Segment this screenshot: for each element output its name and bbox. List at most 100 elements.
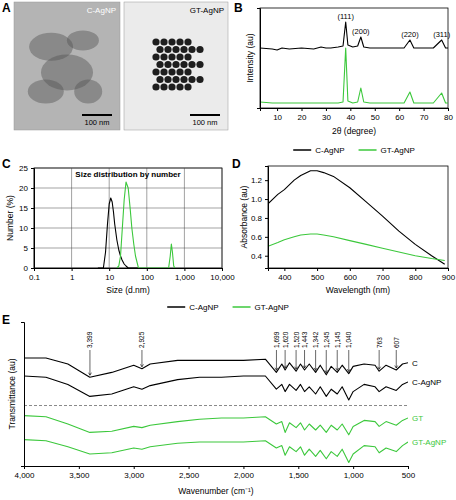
tick: 30 (322, 108, 331, 122)
tick-mark (350, 108, 351, 111)
tem-image (124, 2, 228, 130)
panel-letter: D (232, 157, 241, 171)
scale-bar-label: 100 nm (84, 118, 109, 127)
image-particle (176, 53, 183, 60)
annotation-arrow (296, 350, 297, 369)
tick-label: 3,000 (124, 471, 145, 480)
tick: 5 (24, 244, 34, 253)
tick-mark (353, 466, 354, 469)
image-particle (156, 76, 163, 83)
tick-mark (31, 188, 34, 189)
annotation-arrow (348, 350, 349, 372)
annotation-arrowhead (314, 368, 317, 371)
y-axis: 0510152025 (19, 164, 34, 273)
tick: 0.4 (251, 252, 268, 261)
image-label: C-AgNP (87, 6, 116, 15)
tick: 20 (19, 184, 34, 193)
scale-bar-label: 100 nm (192, 118, 217, 127)
tick: 1.2 (251, 176, 268, 185)
tick-label: 600 (344, 273, 358, 282)
annotation: (220) (401, 30, 419, 39)
image-particle (180, 76, 187, 83)
tick-label: 2,500 (179, 471, 200, 480)
tick: 70 (420, 108, 429, 122)
tick: 1,000 (175, 268, 196, 282)
panel-1: 10203040506070802θ (degree)Intensity (au… (245, 8, 454, 136)
panel-4: 4,0003,5003,0002,5002,0001,5001,000500Wa… (7, 323, 446, 497)
plot-area (268, 171, 445, 264)
tick-label: 50 (371, 113, 380, 122)
tick-label: 20 (19, 184, 28, 193)
panel-letter: A (2, 1, 11, 15)
tick: 400 (278, 268, 292, 282)
tick: 500 (311, 268, 325, 282)
annotation: (311) (433, 30, 450, 39)
image-particle (168, 53, 175, 60)
tick-label: 0.1 (29, 273, 41, 282)
tick: 1 (70, 268, 75, 282)
annotation-arrow (379, 350, 380, 369)
image-particle (152, 68, 159, 75)
annotation-arrow (315, 350, 316, 370)
tick: 3,500 (69, 466, 90, 480)
tick: 0 (24, 264, 34, 273)
image-particle (172, 76, 179, 83)
y-axis-line (257, 9, 261, 109)
legend-label: GT-AgNP (381, 146, 415, 155)
grid-line (184, 168, 185, 268)
tick-label: 10 (19, 224, 28, 233)
tick-label: 60 (395, 113, 404, 122)
tick-label: 0.8 (251, 214, 263, 223)
image-particle (152, 53, 159, 60)
tick: 0.1 (29, 268, 41, 282)
y-axis: 0.40.60.81.01.2 (251, 167, 269, 269)
tick: 1,000 (344, 466, 365, 480)
grid-line (71, 168, 72, 268)
tick-label: 1,000 (175, 273, 196, 282)
tick-mark (184, 268, 185, 271)
annotation-arrowhead (284, 366, 287, 369)
x-axis: 400500600700800900 (269, 268, 456, 282)
tick: 25 (19, 164, 34, 173)
tick-mark (109, 268, 110, 271)
tick: 10 (19, 224, 34, 233)
tick-mark (147, 268, 148, 271)
image-particle (160, 83, 167, 90)
tick-label: 0 (24, 264, 29, 273)
scale-bar (190, 114, 220, 116)
tick-mark (72, 268, 73, 271)
annotation-arrow (337, 350, 338, 370)
legend: C-AgNPGT-AgNP (293, 146, 415, 155)
image-particle (164, 76, 171, 83)
image-particle (184, 53, 191, 60)
tick-label: 20 (298, 113, 307, 122)
annotation-arrow (141, 350, 142, 367)
tick-mark (298, 466, 299, 469)
tick-mark (284, 268, 285, 271)
image-particle (188, 46, 195, 53)
series-label: C (412, 359, 418, 368)
chart-title: Size distribution by number (75, 170, 180, 179)
annotation-arrowhead (88, 373, 91, 376)
annotation-arrowhead (140, 364, 143, 367)
tick-label: 80 (444, 113, 453, 122)
plot-frame (268, 166, 448, 268)
image-particle (160, 53, 167, 60)
tick-label: 1.0 (251, 195, 263, 204)
plot-area (260, 22, 448, 103)
series-line (24, 416, 408, 435)
grid (34, 168, 222, 268)
image-particle (168, 83, 175, 90)
y-axis-line (31, 169, 35, 269)
image-particle (164, 61, 171, 68)
x-axis-title: 2θ (degree) (332, 126, 376, 136)
tick-mark (448, 108, 449, 111)
image-particle (160, 38, 167, 45)
x-axis-line (35, 269, 223, 272)
annotation-arrowhead (347, 369, 350, 372)
annotation: (200) (352, 27, 370, 36)
tick-label: 2,000 (234, 471, 255, 480)
tick-mark (302, 108, 303, 111)
legend-label: GT-AgNP (255, 303, 289, 312)
image-particle (176, 68, 183, 75)
